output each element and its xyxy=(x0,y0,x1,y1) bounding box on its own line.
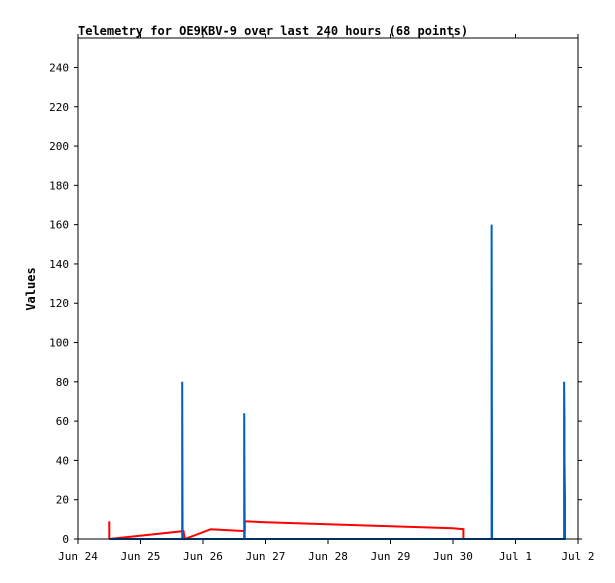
y-tick-label: 220 xyxy=(49,101,69,114)
y-tick-label: 100 xyxy=(49,337,69,350)
y-tick-label: 80 xyxy=(56,376,69,389)
y-tick-label: 140 xyxy=(49,258,69,271)
y-tick-label: 240 xyxy=(49,61,69,74)
y-tick-label: 200 xyxy=(49,140,69,153)
y-axis-ticks: 0 20 40 60 80 100 120 140 160 180 200 220 240 xyxy=(49,61,582,546)
x-axis-ticks: Jun 24 Jun 25 Jun 26 Jun 27 Jun 28 Jun 29 Jun … xyxy=(58,34,595,563)
x-tick-label: Jul 1 xyxy=(499,550,532,563)
y-tick-label: 60 xyxy=(56,415,69,428)
x-tick-label: Jun 24 xyxy=(58,550,98,563)
x-tick-label: Jul 2 xyxy=(561,550,594,563)
x-tick-label: Jun 25 xyxy=(121,550,161,563)
x-tick-label: Jun 30 xyxy=(433,550,473,563)
y-tick-label: 20 xyxy=(56,494,69,507)
plot-frame xyxy=(77,37,579,540)
y-tick-label: 120 xyxy=(49,297,69,310)
series-1-line-segment-2 xyxy=(109,520,465,541)
y-tick-label: 160 xyxy=(49,219,69,232)
y-tick-label: 0 xyxy=(62,533,69,546)
series-2-line-segment-1 xyxy=(109,224,566,540)
x-tick-label: Jun 29 xyxy=(371,550,411,563)
y-axis-label: Values xyxy=(24,267,38,310)
y-tick-label: 40 xyxy=(56,454,69,467)
chart-title: Telemetry for OE9KBV-9 over last 240 hou… xyxy=(78,24,468,38)
x-tick-label: Jun 27 xyxy=(246,550,286,563)
series-layer xyxy=(108,224,566,541)
x-tick-label: Jun 26 xyxy=(183,550,223,563)
x-tick-label: Jun 28 xyxy=(308,550,348,563)
y-tick-label: 180 xyxy=(49,179,69,192)
